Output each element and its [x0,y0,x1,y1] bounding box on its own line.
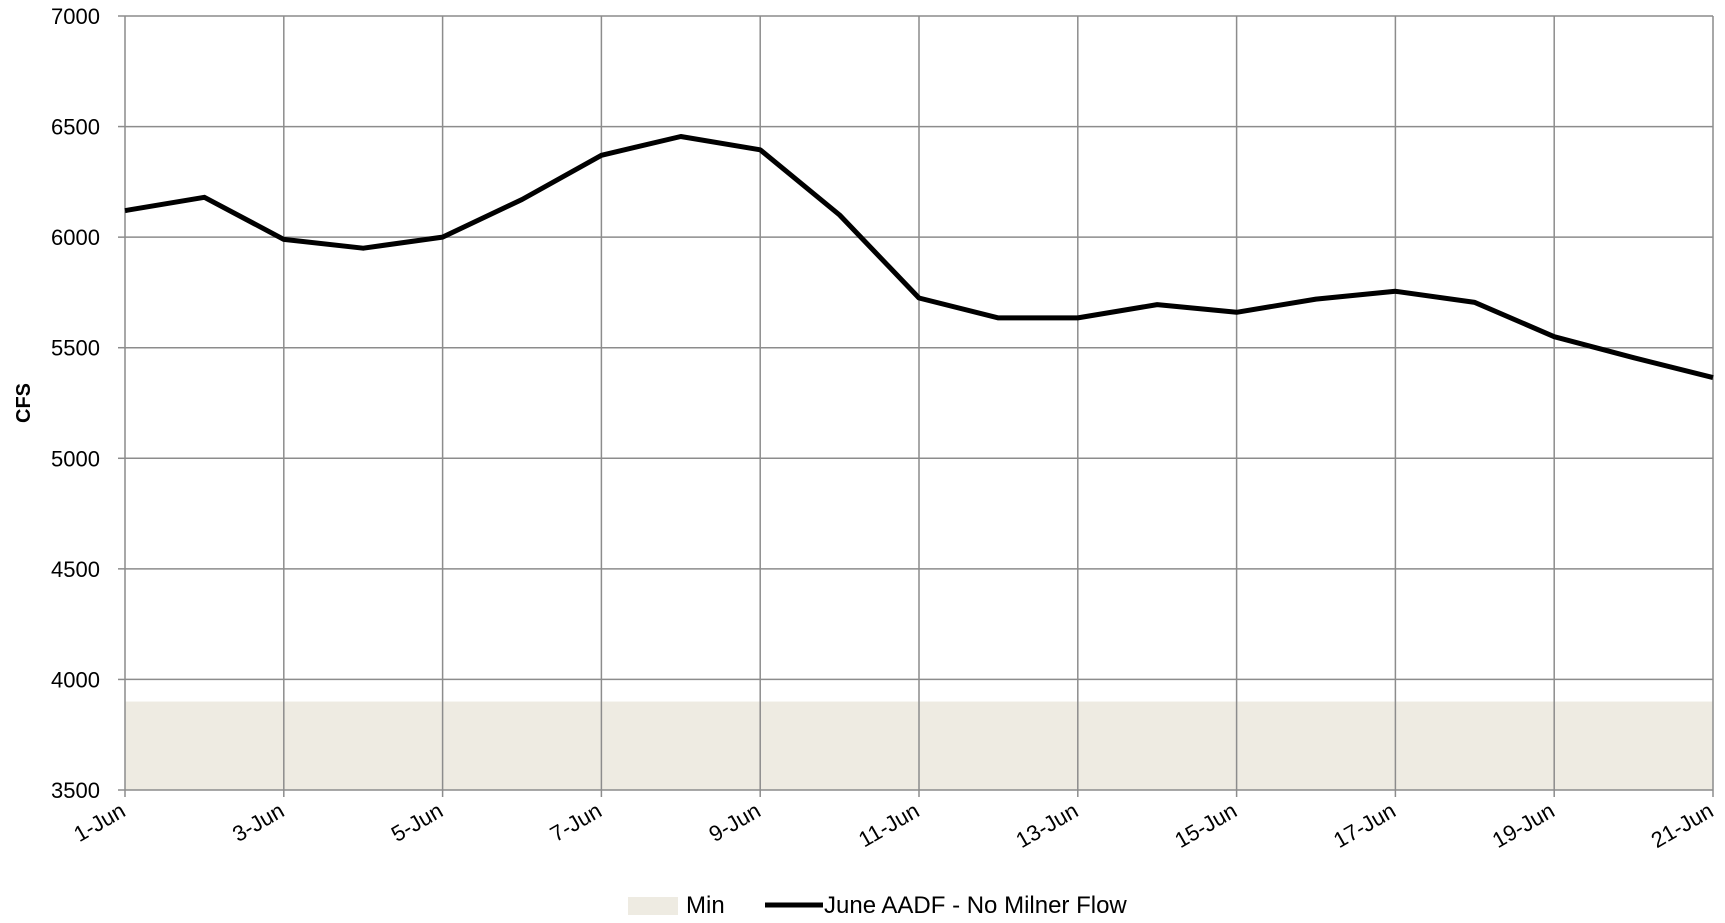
x-tick-label: 17-Jun [1329,798,1400,853]
legend-label-june-aadf: June AADF - No Milner Flow [824,892,1127,919]
y-tick-label: 3500 [51,778,100,803]
y-axis-title: CFS [13,383,35,423]
x-tick-label: 3-Jun [228,798,288,847]
y-tick-label: 5000 [51,446,100,471]
x-tick-label: 11-Jun [854,798,923,852]
x-tick-label: 15-Jun [1170,798,1241,853]
x-tick-label: 21-Jun [1647,798,1718,853]
x-tick-label: 7-Jun [546,798,606,847]
y-tick-label: 5500 [51,336,100,361]
y-tick-label: 7000 [51,4,100,29]
y-tick-label: 6500 [51,115,100,140]
legend-label-min: Min [686,892,725,919]
x-tick-label: 13-Jun [1012,798,1083,853]
legend-swatch-min [628,897,678,915]
x-tick-label: 19-Jun [1488,798,1559,853]
x-tick-label: 5-Jun [387,798,447,847]
y-tick-label: 4500 [51,557,100,582]
y-tick-label: 4000 [51,667,100,692]
x-tick-label: 1-Jun [69,798,129,847]
y-tick-label: 6000 [51,225,100,250]
x-tick-label: 9-Jun [705,798,765,847]
